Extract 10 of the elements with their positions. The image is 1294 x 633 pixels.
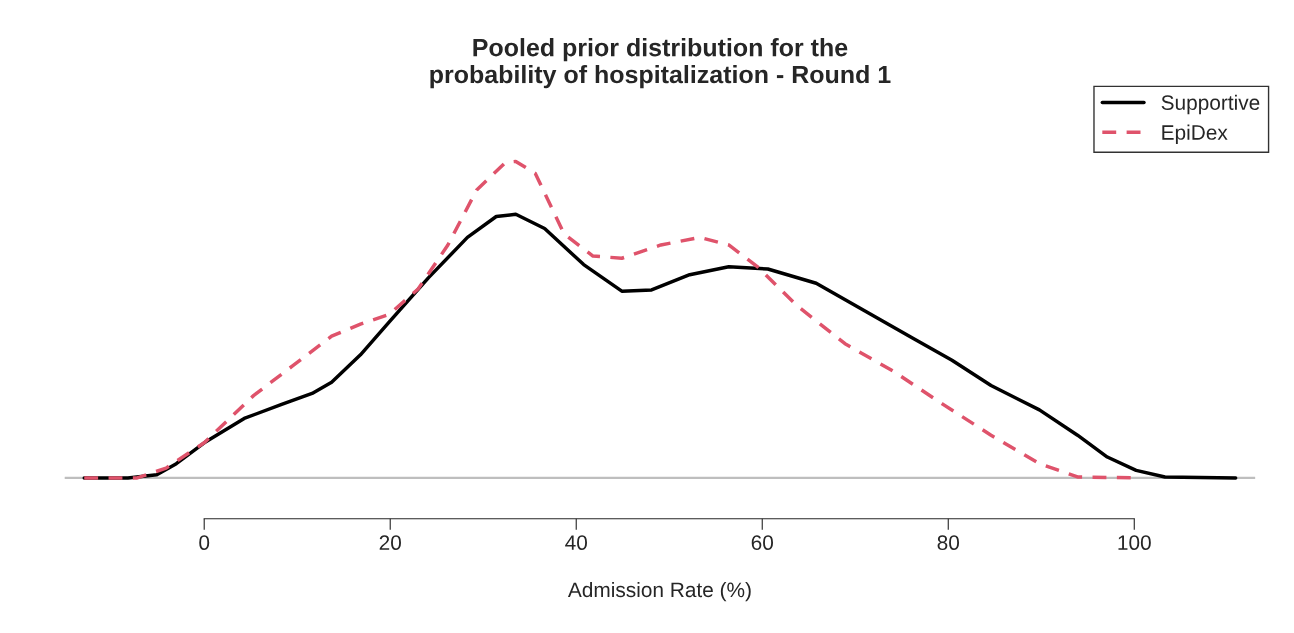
x-tick-label: 0 — [199, 535, 210, 551]
x-tick-label: 20 — [379, 535, 401, 551]
x-tick-label: 80 — [937, 535, 960, 551]
x-tick-label: 100 — [1118, 535, 1151, 551]
x-axis-title: Admission Rate (%) — [567, 581, 751, 602]
x-tick-label: 60 — [751, 535, 774, 551]
legend-label: EpiDex — [1162, 124, 1228, 144]
chart-title: Pooled prior distribution for the probability of hospitalization - Round 1 — [430, 38, 891, 89]
legend-label: Supportive — [1161, 94, 1260, 115]
x-tick-label: 40 — [565, 535, 588, 551]
